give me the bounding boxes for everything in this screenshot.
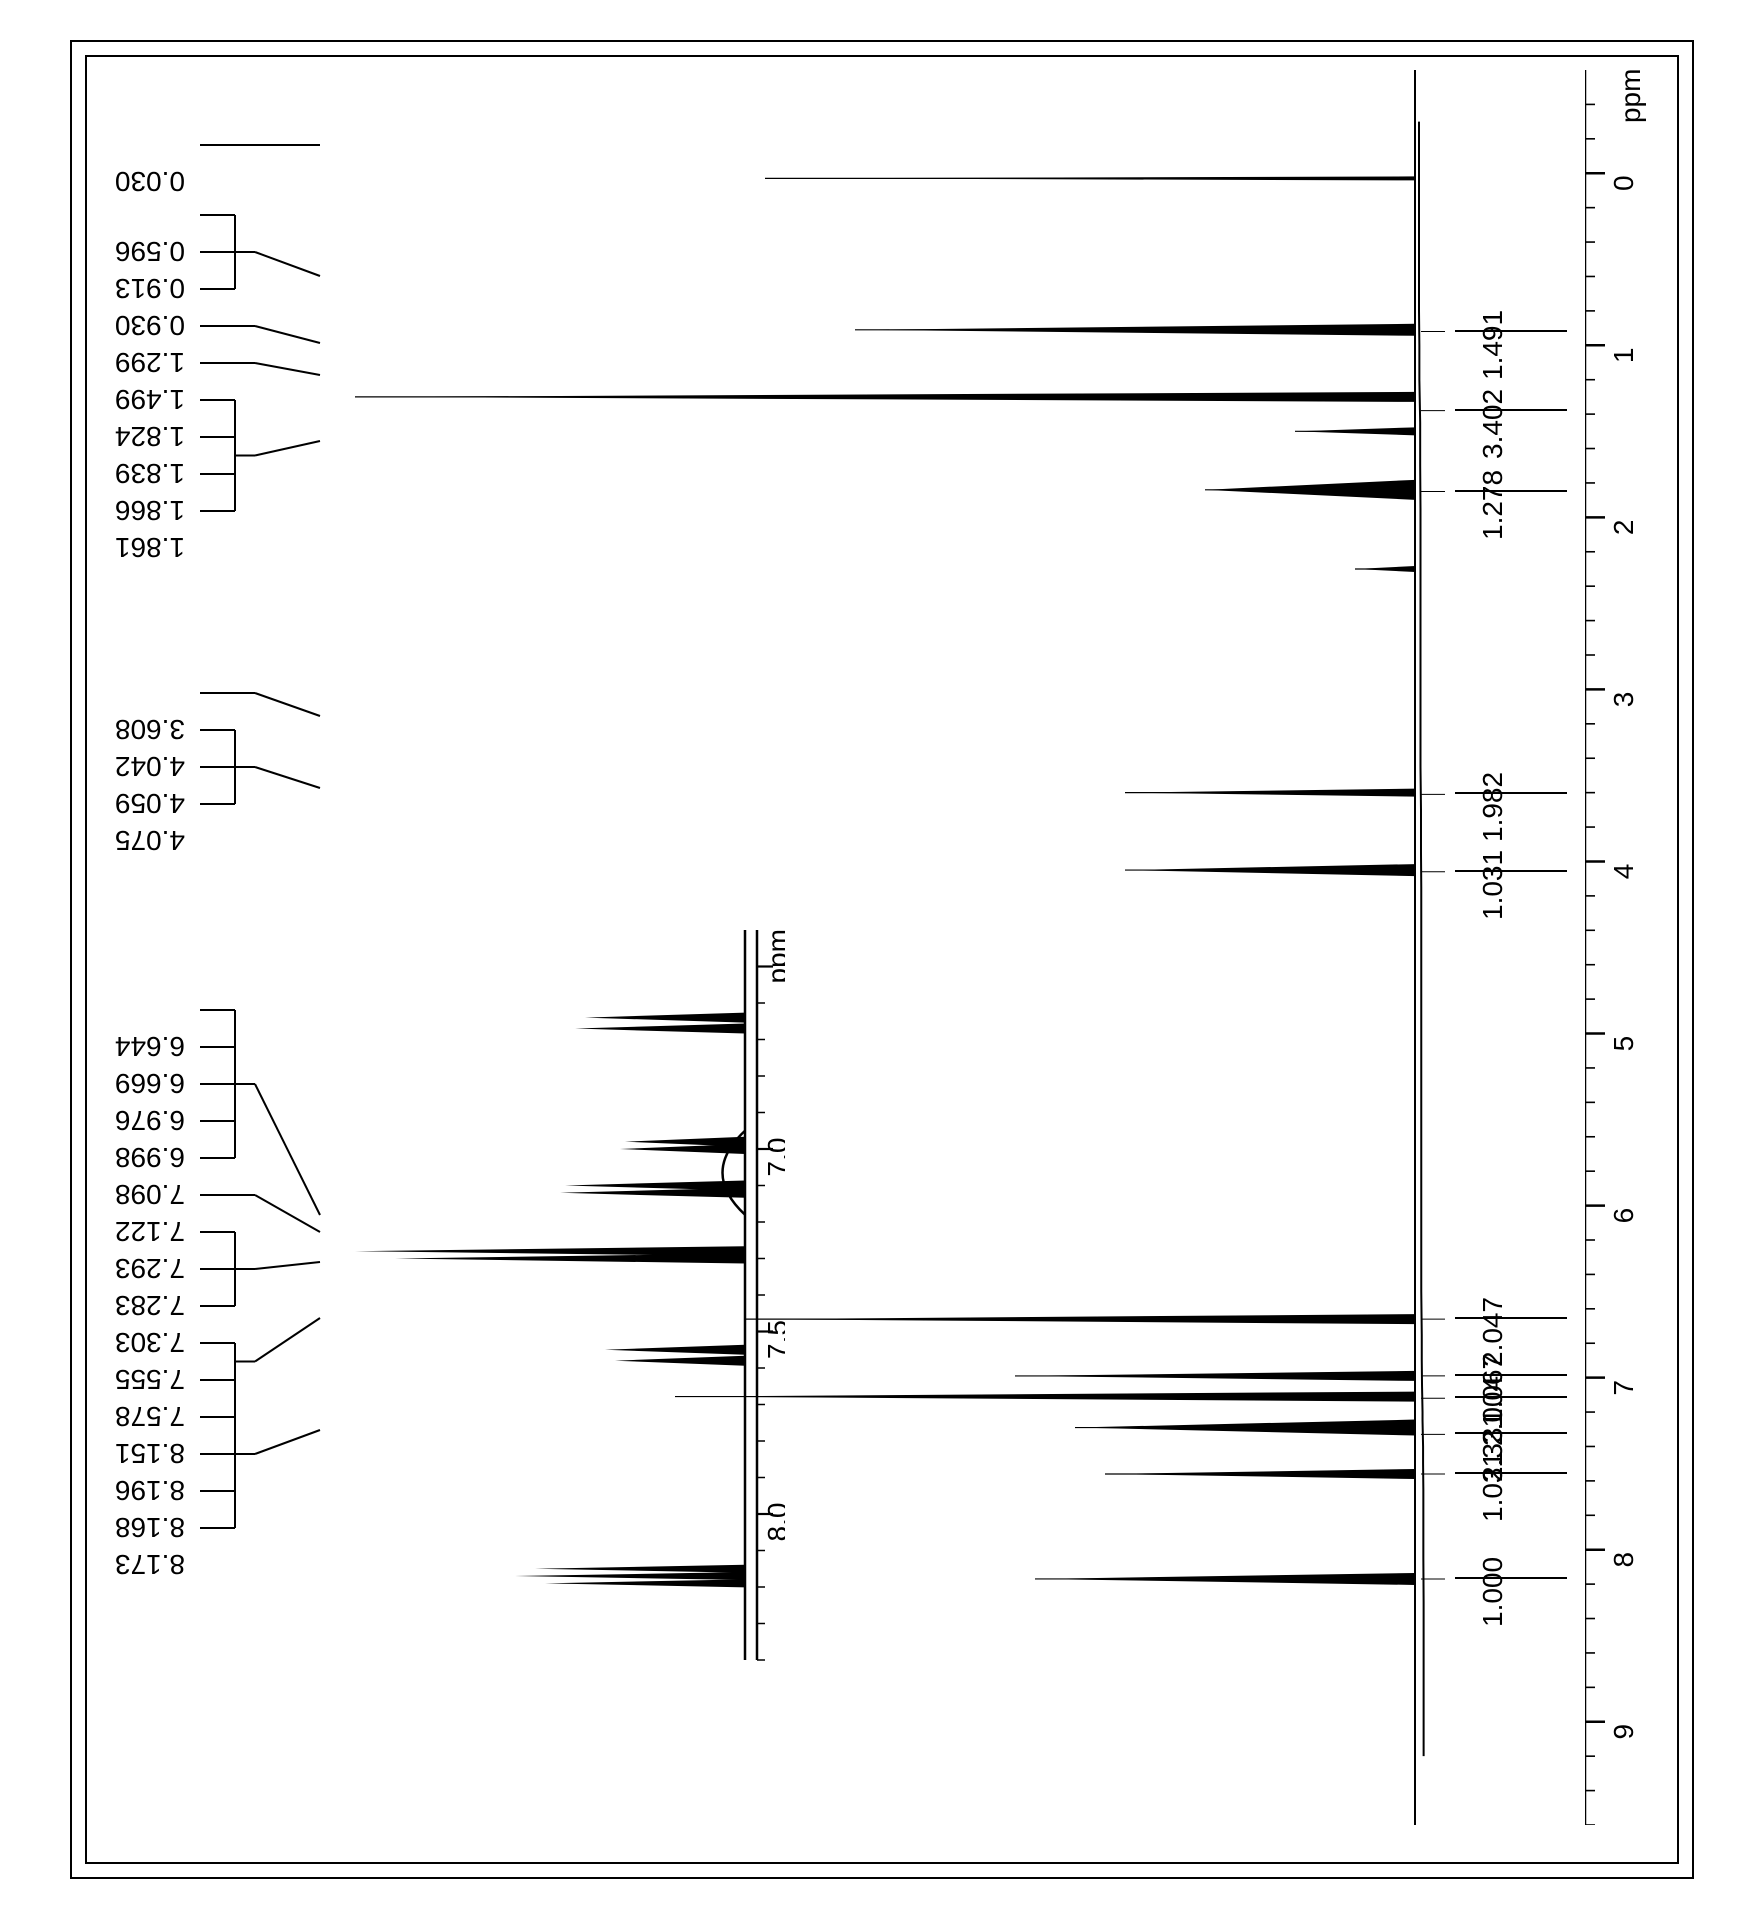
integral-underline: [1455, 1577, 1567, 1579]
integral-underline: [1455, 1396, 1567, 1398]
peak-label: 6.998: [115, 1141, 185, 1173]
inset-spectrum: 7.0 7.5 8.0 ppm: [345, 930, 785, 1720]
axis-tick-label: 2: [1608, 520, 1639, 536]
axis-tick-label: 4: [1608, 864, 1639, 880]
axis-tick-label: 6: [1608, 1208, 1639, 1224]
inset-axis-tick-label: 7.0: [762, 1138, 785, 1177]
inset-axis-tick-label: 7.5: [762, 1320, 785, 1359]
peak-label: 6.644: [115, 1030, 185, 1062]
peak-label: 4.059: [115, 787, 185, 819]
main-axis: 0 1 2 3 4 5 6 7 8 9 ppm: [1585, 70, 1680, 1825]
peak-label: 7.098: [115, 1178, 185, 1210]
peak-label: 0.596: [115, 235, 185, 267]
integral-underline: [1455, 1374, 1567, 1376]
peak-label: 0.913: [115, 272, 185, 304]
nmr-page: 0.030 0.596 0.913 0.930 1.299 1.499 1.824 1.839…: [0, 0, 1749, 1924]
axis-unit-label: ppm: [1615, 70, 1646, 123]
peak-label: 8.151: [115, 1437, 185, 1469]
peak-label: 1.824: [115, 420, 185, 452]
integral-underline: [1455, 792, 1567, 794]
peak-label: 7.122: [115, 1215, 185, 1247]
axis-tick-label: 3: [1608, 692, 1639, 708]
integral-value: 3.402: [1477, 389, 1509, 459]
integral-underline: [1455, 1472, 1567, 1474]
peak-label: 1.299: [115, 346, 185, 378]
axis-tick-label: 0: [1608, 175, 1639, 191]
peak-label: 1.861: [115, 531, 185, 563]
peak-label: 7.293: [115, 1252, 185, 1284]
peak-label: 8.196: [115, 1474, 185, 1506]
integral-underline: [1455, 1317, 1567, 1319]
inset-axis-tick-label: 8.0: [762, 1503, 785, 1542]
integral-value: 1.031: [1477, 1452, 1509, 1522]
inset-axis-unit-label: ppm: [762, 930, 785, 983]
peak-label: 7.578: [115, 1400, 185, 1432]
peak-label: 1.866: [115, 494, 185, 526]
peak-label: 4.042: [115, 750, 185, 782]
peak-label: 4.075: [115, 824, 185, 856]
peak-label: 6.669: [115, 1067, 185, 1099]
peak-label: 0.930: [115, 309, 185, 341]
integral-underline: [1455, 1432, 1567, 1434]
peak-label: 6.976: [115, 1104, 185, 1136]
integral-value: 1.491: [1477, 309, 1509, 379]
peak-label: 3.608: [115, 713, 185, 745]
integral-underline: [1455, 409, 1567, 411]
peak-label: 8.173: [115, 1548, 185, 1580]
integral-underline: [1455, 490, 1567, 492]
axis-tick-label: 9: [1608, 1724, 1639, 1740]
peak-label: 1.499: [115, 383, 185, 415]
integral-column: 1.4913.4021.2781.9821.0312.0471.0672.004…: [1455, 70, 1580, 1825]
integral-value: 1.000: [1477, 1557, 1509, 1627]
axis-tick-label: 7: [1608, 1380, 1639, 1396]
peak-label: 1.839: [115, 457, 185, 489]
integral-underline: [1455, 870, 1567, 872]
peak-branch-lines: [200, 90, 330, 1790]
integral-value: 1.982: [1477, 772, 1509, 842]
peak-label: 7.283: [115, 1289, 185, 1321]
axis-tick-label: 8: [1608, 1552, 1639, 1568]
peak-label: 7.303: [115, 1326, 185, 1358]
integral-value: 1.031: [1477, 850, 1509, 920]
integral-underline: [1455, 330, 1567, 332]
peak-label: 8.168: [115, 1511, 185, 1543]
peak-label: 0.030: [115, 165, 185, 197]
axis-tick-label: 1: [1608, 348, 1639, 364]
integral-value: 1.278: [1477, 469, 1509, 539]
axis-tick-label: 5: [1608, 1036, 1639, 1052]
peak-label: 7.555: [115, 1363, 185, 1395]
